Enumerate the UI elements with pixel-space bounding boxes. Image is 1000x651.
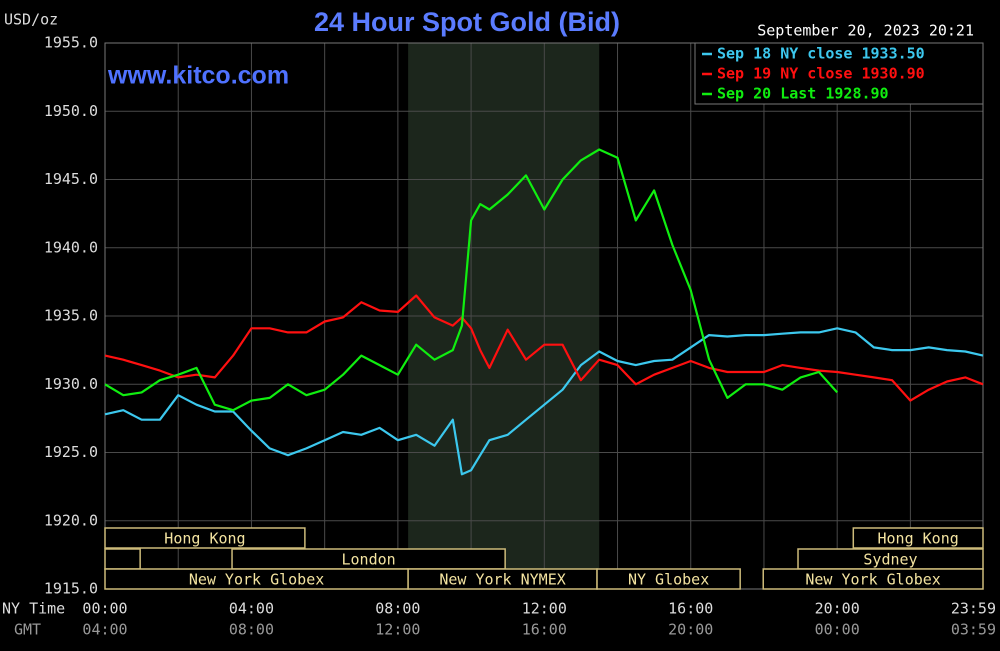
session-bar: [852, 527, 984, 549]
y-tick-label: 1935.0: [44, 307, 98, 325]
y-tick-label: 1950.0: [44, 102, 98, 120]
legend-label: Sep 20 Last 1928.90: [717, 85, 889, 103]
y-tick-label: 1945.0: [44, 170, 98, 188]
session-label: NY Globex: [628, 571, 709, 589]
x2-tick-label: 20:00: [668, 621, 713, 639]
legend-box: [694, 42, 984, 105]
series-line: [104, 294, 984, 402]
x2-axis-label: GMT: [14, 621, 41, 639]
session-label: New York Globex: [189, 571, 324, 589]
x-tick-label: 00:00: [82, 600, 127, 618]
x2-tick-label: 03:59: [951, 621, 996, 639]
session-bar: [104, 527, 306, 549]
session-label: New York NYMEX: [439, 571, 565, 589]
session-label: London: [341, 551, 395, 569]
y-tick-label: 1920.0: [44, 511, 98, 529]
y-tick-label: 1940.0: [44, 238, 98, 256]
series-line: [104, 327, 984, 476]
session-label: New York Globex: [805, 571, 940, 589]
x-tick-label: 08:00: [375, 600, 420, 618]
chart-title: 24 Hour Spot Gold (Bid): [314, 7, 620, 37]
y-tick-label: 1915.0: [44, 580, 98, 598]
x-axis-label: NY Time: [2, 600, 65, 618]
x2-tick-label: 08:00: [229, 621, 274, 639]
x-tick-label: 04:00: [229, 600, 274, 618]
session-label: Hong Kong: [164, 530, 245, 548]
x-tick-label: 12:00: [522, 600, 567, 618]
subtitle: www.kitco.com: [107, 62, 289, 90]
session-bar: [762, 568, 984, 590]
x2-tick-label: 00:00: [815, 621, 860, 639]
timestamp: September 20, 2023 20:21: [757, 22, 974, 40]
y-tick-label: 1930.0: [44, 375, 98, 393]
legend-label: Sep 18 NY close 1933.50: [717, 45, 925, 63]
y-axis-label: USD/oz: [4, 11, 58, 29]
session-bar: [596, 568, 741, 590]
session-label: Sydney: [863, 551, 917, 569]
x-tick-label: 16:00: [668, 600, 713, 618]
series-line: [104, 148, 839, 412]
x2-tick-label: 16:00: [522, 621, 567, 639]
y-tick-label: 1955.0: [44, 34, 98, 52]
session-label: Hong Kong: [878, 530, 959, 548]
x2-tick-label: 04:00: [82, 621, 127, 639]
session-bar: [104, 548, 141, 570]
x2-tick-label: 12:00: [375, 621, 420, 639]
x-tick-label: 23:59: [951, 600, 996, 618]
y-tick-label: 1925.0: [44, 443, 98, 461]
x-tick-label: 20:00: [815, 600, 860, 618]
legend-label: Sep 19 NY close 1930.90: [717, 65, 925, 83]
